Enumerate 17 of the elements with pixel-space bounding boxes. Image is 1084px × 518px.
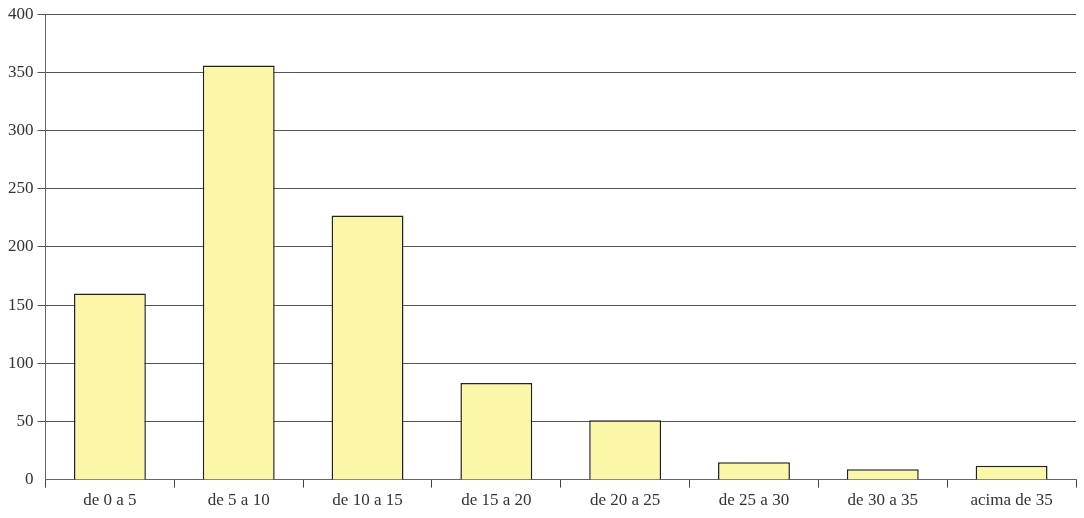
y-tick-label: 100 <box>8 352 34 372</box>
y-tick-label: 250 <box>8 178 34 198</box>
y-tick-label: 300 <box>8 120 34 140</box>
x-tick-label: de 10 a 15 <box>332 490 403 510</box>
y-tick-label: 0 <box>25 469 34 489</box>
x-tick-label: de 25 a 30 <box>718 490 790 510</box>
y-tick-label: 350 <box>8 61 34 81</box>
y-tick-label: 200 <box>8 236 34 256</box>
y-tick-label: 50 <box>16 410 34 430</box>
y-tick-label: 150 <box>8 294 34 314</box>
y-tick-label: 400 <box>8 3 34 23</box>
x-tick-label: de 0 a 5 <box>83 490 137 510</box>
x-tick-label: de 30 a 35 <box>847 490 918 510</box>
x-tick-label: acima de 35 <box>970 490 1053 510</box>
x-tick-label: de 15 a 20 <box>461 490 532 510</box>
x-tick-label: de 20 a 25 <box>589 490 661 510</box>
x-tick-label: de 5 a 10 <box>207 490 270 510</box>
